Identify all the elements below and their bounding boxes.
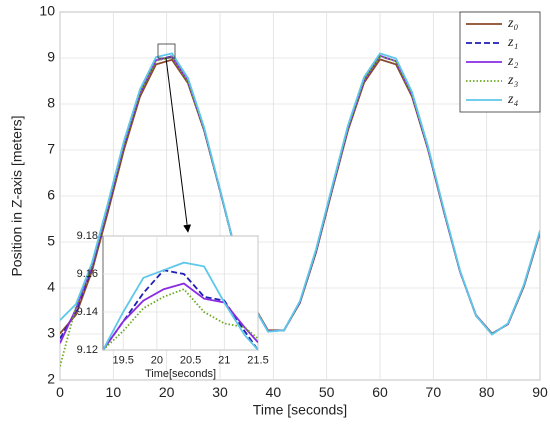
y-tick-label: 4 (47, 279, 55, 295)
x-tick-label: 70 (426, 384, 442, 400)
x-tick-label: 21.5 (247, 354, 268, 366)
x-tick-label: 19.5 (113, 354, 134, 366)
x-axis-label: Time[seconds] (145, 368, 216, 380)
x-tick-label: 21 (218, 354, 230, 366)
y-tick-label: 10 (39, 3, 55, 19)
y-tick-label: 3 (47, 325, 55, 341)
x-tick-label: 10 (106, 384, 122, 400)
x-tick-label: 50 (319, 384, 335, 400)
y-tick-label: 9.18 (77, 230, 98, 242)
y-tick-label: 9.14 (77, 306, 98, 318)
zoom-arrow (165, 57, 192, 233)
y-tick-label: 9.12 (77, 344, 98, 356)
x-tick-label: 20.5 (180, 354, 201, 366)
x-axis-label: Time [seconds] (253, 402, 347, 418)
x-tick-label: 60 (372, 384, 388, 400)
y-axis-label: Position in Z-axis [meters] (9, 115, 25, 276)
legend-label: z₁ (507, 35, 518, 50)
legend-label: z₄ (507, 92, 518, 107)
x-tick-label: 0 (56, 384, 64, 400)
y-tick-label: 7 (47, 141, 55, 157)
series-line (103, 269, 258, 350)
inset-area (102, 235, 259, 351)
series-line (103, 282, 258, 350)
y-tick-label: 5 (47, 233, 55, 249)
x-tick-label: 80 (479, 384, 495, 400)
x-tick-label: 30 (212, 384, 228, 400)
inset-plot: 19.5 20 20.5 21 21.5 9.12 9.14 9.16 9.18 Time[sec… (77, 230, 269, 380)
x-tick-label: 20 (151, 354, 163, 366)
y-tick-label: 9 (47, 49, 55, 65)
legend-label: z₃ (507, 73, 518, 88)
y-tick-label: 2 (47, 371, 55, 387)
legend-label: z₂ (507, 54, 518, 69)
x-tick-label: 20 (159, 384, 175, 400)
x-tick-label: 90 (532, 384, 548, 400)
legend-label: z₀ (507, 16, 518, 31)
x-tick-label: 40 (266, 384, 282, 400)
y-tick-label: 6 (47, 187, 55, 203)
series-line (103, 261, 258, 350)
y-tick-label: 8 (47, 95, 55, 111)
main-plot: 0 10 20 30 40 50 60 70 80 90 2 3 4 5 6 7 8 9 10 Time [secon… (9, 3, 548, 418)
legend: z₀ z₁ z₂ z₃ z₄ (459, 11, 541, 113)
series-line (60, 52, 540, 336)
y-tick-label: 9.16 (77, 268, 98, 280)
